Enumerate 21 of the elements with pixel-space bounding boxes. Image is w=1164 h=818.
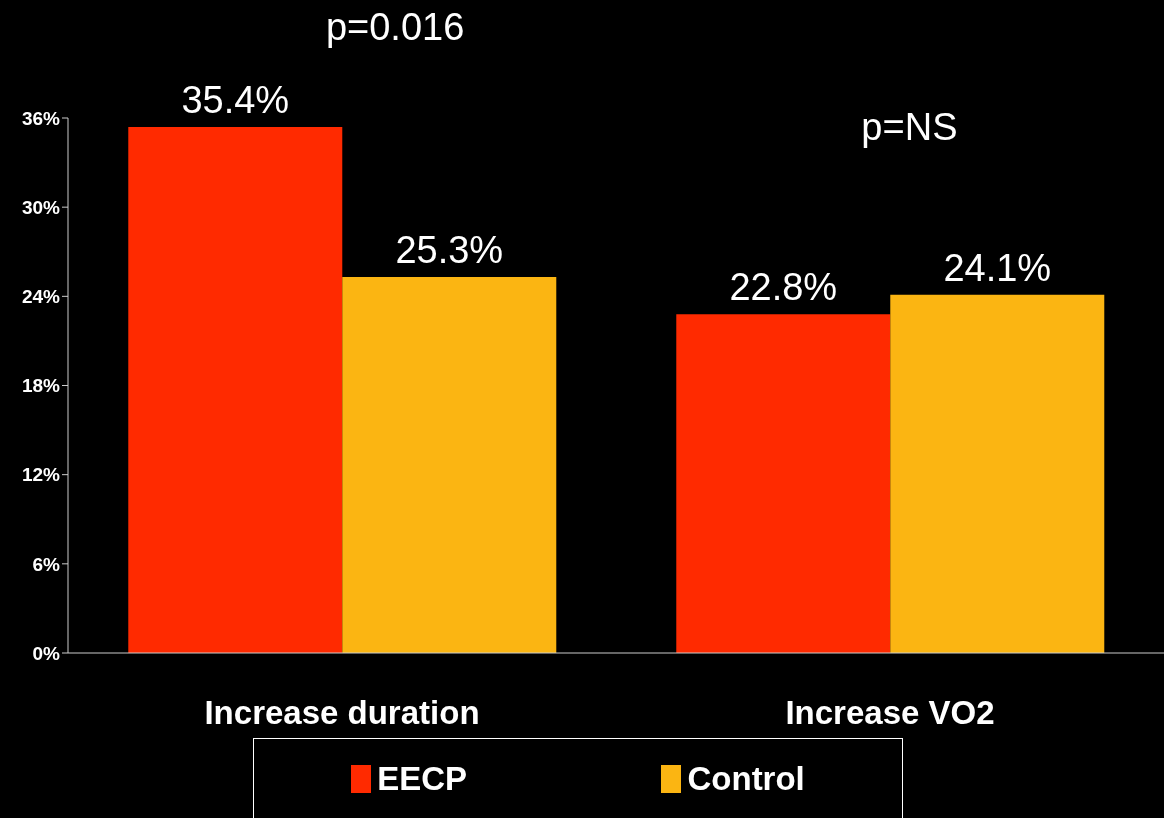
data-label: 35.4% [181,78,290,121]
data-label: 25.3% [395,229,504,272]
bar [676,314,891,653]
legend-label: EECP [377,759,468,798]
data-label: 22.8% [729,266,838,309]
text: p=0.016 [325,6,465,49]
data-label: 24.1% [943,246,1052,289]
bar [342,277,557,653]
y-tick-label: 18% [21,375,61,397]
y-tick-label: 30% [21,196,61,218]
y-tick-label: 36% [21,107,61,129]
x-tick-label: Increase duration [204,694,480,732]
legend-label: Control [687,759,805,798]
bar [128,126,343,653]
bar [890,294,1105,653]
y-tick-label: 6% [32,553,61,575]
y-tick-label: 12% [21,464,61,486]
y-tick-label: 0% [32,642,61,664]
y-tick-label: 24% [21,286,61,308]
annotation: p=NS [861,106,958,149]
x-tick-label: Increase VO2 [785,694,995,732]
